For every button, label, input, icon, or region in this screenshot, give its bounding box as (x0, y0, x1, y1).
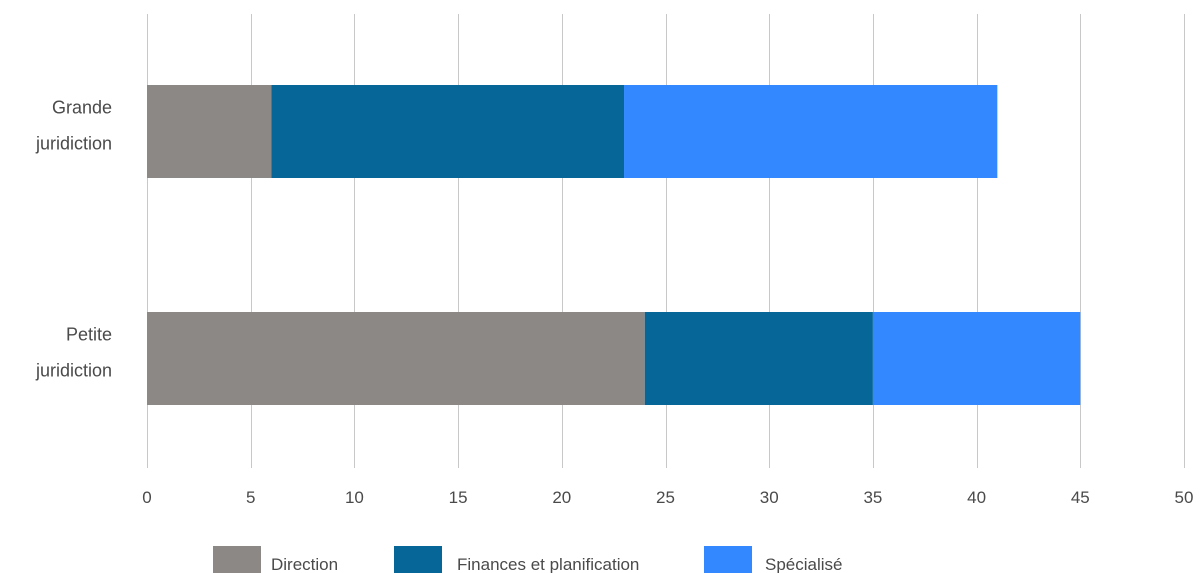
bar-direction (147, 85, 272, 178)
bar-sp-cialis (872, 312, 1081, 405)
x-tick-label: 45 (1071, 488, 1090, 507)
category-label: juridiction (35, 134, 112, 154)
category-label: Grande (52, 98, 112, 118)
bar-finances-et-planification (271, 85, 625, 178)
x-axis-ticks: 0 5 10 15 20 25 30 35 40 45 50 (142, 488, 1193, 507)
x-tick-label: 50 (1175, 488, 1194, 507)
bar-direction (147, 312, 645, 405)
x-tick-label: 0 (142, 488, 151, 507)
x-tick-label: 10 (345, 488, 364, 507)
bar-finances-et-planification (644, 312, 873, 405)
legend-swatch (213, 546, 261, 573)
x-tick-label: 15 (449, 488, 468, 507)
x-tick-label: 35 (863, 488, 882, 507)
y-axis-categories: Grande juridiction Petite juridiction (35, 98, 112, 381)
x-tick-label: 20 (552, 488, 571, 507)
category-label: Petite (66, 325, 112, 345)
legend: Direction Finances et planification Spécia… (213, 546, 843, 573)
x-tick-label: 25 (656, 488, 675, 507)
legend-swatch (394, 546, 442, 573)
category-label: juridiction (35, 361, 112, 381)
x-tick-label: 30 (760, 488, 779, 507)
bars (147, 85, 1081, 405)
legend-swatch (704, 546, 752, 573)
x-tick-label: 5 (246, 488, 255, 507)
legend-label: Spécialisé (765, 555, 843, 573)
legend-label: Finances et planification (457, 555, 639, 573)
x-tick-label: 40 (967, 488, 986, 507)
bar-sp-cialis (624, 85, 998, 178)
legend-label: Direction (271, 555, 338, 573)
